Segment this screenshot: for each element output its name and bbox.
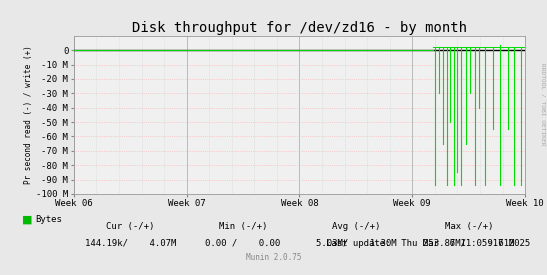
- Text: 253.87M/    9.61M: 253.87M/ 9.61M: [423, 239, 514, 248]
- Title: Disk throughput for /dev/zd16 - by month: Disk throughput for /dev/zd16 - by month: [132, 21, 467, 35]
- Text: Bytes: Bytes: [36, 216, 62, 224]
- Text: Avg (-/+): Avg (-/+): [331, 222, 380, 231]
- Text: RRDTOOL / TOBI OETIKER: RRDTOOL / TOBI OETIKER: [541, 63, 546, 146]
- Text: 144.19k/    4.07M: 144.19k/ 4.07M: [85, 239, 176, 248]
- Text: Munin 2.0.75: Munin 2.0.75: [246, 253, 301, 262]
- Text: Min (-/+): Min (-/+): [219, 222, 267, 231]
- Text: 5.03M/    1.30M: 5.03M/ 1.30M: [316, 239, 396, 248]
- Text: Cur (-/+): Cur (-/+): [106, 222, 154, 231]
- Text: 0.00 /    0.00: 0.00 / 0.00: [206, 239, 281, 248]
- Y-axis label: Pr second read (-) / write (+): Pr second read (-) / write (+): [24, 45, 33, 184]
- Text: Max (-/+): Max (-/+): [445, 222, 493, 231]
- Text: Last update:  Thu Mar  6 11:05:17 2025: Last update: Thu Mar 6 11:05:17 2025: [327, 239, 531, 248]
- Text: ■: ■: [22, 215, 32, 225]
